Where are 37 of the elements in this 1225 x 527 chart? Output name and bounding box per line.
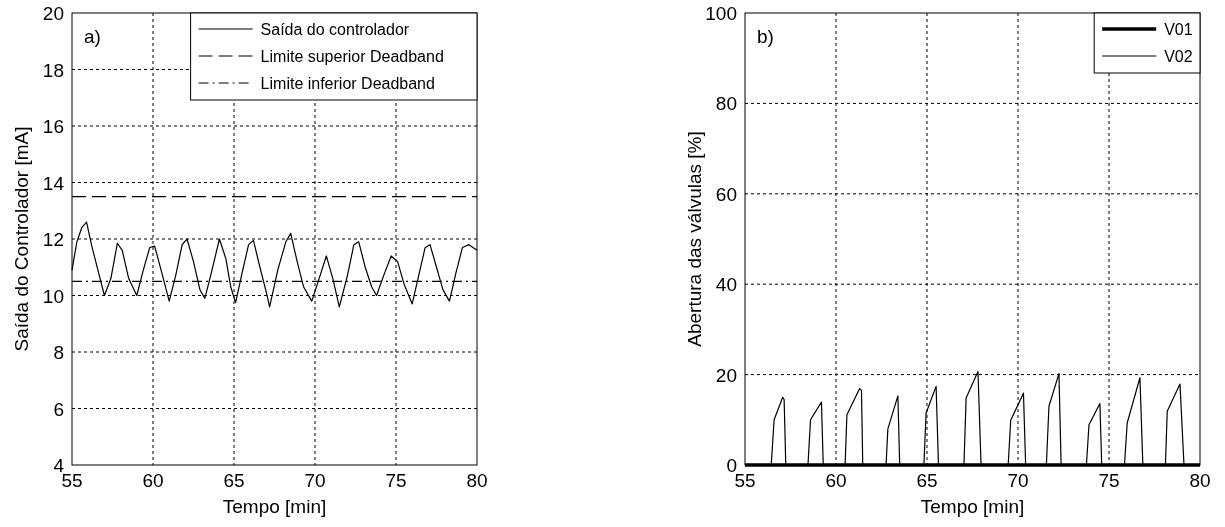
x-tick-label: 80 — [1189, 470, 1211, 491]
y-tick-label: 60 — [715, 183, 737, 205]
y-tick-label: 40 — [715, 274, 737, 296]
x-axis-title: Tempo [min] — [222, 496, 327, 517]
x-tick-label: 65 — [223, 470, 245, 491]
legend-label: Limite inferior Deadband — [260, 75, 435, 92]
y-tick-label: 12 — [42, 229, 64, 250]
y-tick-label: 20 — [42, 3, 64, 24]
x-tick-label: 70 — [1007, 470, 1029, 491]
legend-label: Limite superior Deadband — [260, 48, 444, 65]
y-tick-label: 20 — [715, 364, 737, 386]
y-tick-label: 100 — [705, 3, 737, 24]
y-tick-label: 16 — [42, 116, 64, 137]
legend-label: V02 — [1164, 48, 1193, 65]
x-tick-label: 55 — [61, 470, 83, 491]
legend-label: V01 — [1164, 21, 1193, 38]
y-tick-label: 14 — [42, 172, 65, 194]
y-axis-title: Saída do Controlador [mA] — [11, 126, 32, 352]
x-tick-label: 80 — [466, 470, 488, 491]
x-tick-label: 60 — [142, 470, 164, 491]
x-tick-label: 60 — [825, 470, 847, 491]
x-tick-label: 65 — [916, 470, 938, 491]
y-tick-label: 10 — [42, 285, 64, 307]
x-tick-label: 70 — [304, 470, 326, 491]
x-tick-label: 75 — [1098, 470, 1120, 491]
y-tick-label: 80 — [715, 93, 737, 115]
y-axis-title: Abertura das válvulas [%] — [684, 131, 705, 347]
y-tick-label: 8 — [53, 342, 64, 363]
annotation: b) — [757, 26, 774, 47]
annotation: a) — [84, 26, 101, 47]
x-axis-title: Tempo [min] — [920, 496, 1025, 517]
legend-label: Saída do controlador — [260, 21, 410, 38]
x-tick-label: 75 — [385, 470, 407, 491]
y-tick-label: 18 — [42, 59, 64, 81]
y-tick-label: 6 — [53, 398, 64, 420]
y-tick-label: 0 — [726, 455, 737, 476]
x-tick-label: 55 — [734, 470, 756, 491]
